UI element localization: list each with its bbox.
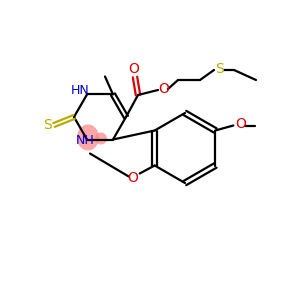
Text: HN: HN <box>70 84 89 97</box>
Text: O: O <box>159 82 170 96</box>
Text: S: S <box>44 118 52 132</box>
Text: O: O <box>127 170 138 184</box>
Text: O: O <box>129 62 140 76</box>
Ellipse shape <box>77 124 99 151</box>
Text: O: O <box>235 118 246 131</box>
Text: S: S <box>216 62 224 76</box>
Text: NH: NH <box>76 134 94 147</box>
Ellipse shape <box>95 133 107 145</box>
